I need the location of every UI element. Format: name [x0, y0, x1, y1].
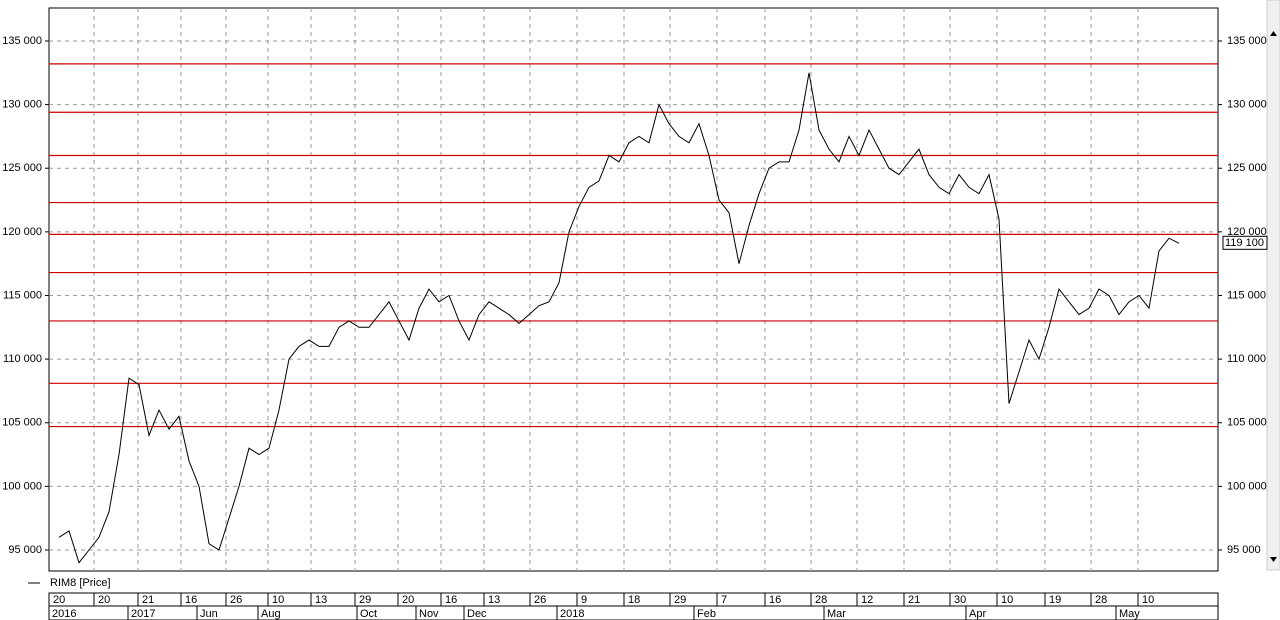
- scroll-up[interactable]: [1270, 31, 1277, 36]
- x-tick-label: 10: [1142, 594, 1154, 606]
- x-tick-label: 13: [488, 594, 500, 606]
- x-tick-label: 10: [272, 594, 284, 606]
- x-tick-label: 16: [185, 594, 197, 606]
- y-tick-label: 135 000: [2, 35, 42, 47]
- x-tick-label: 28: [815, 594, 827, 606]
- x-tick-label: 20: [402, 594, 414, 606]
- month-tick-label: Aug: [261, 608, 281, 620]
- y2-tick-label: 110 000: [1227, 353, 1266, 365]
- y-tick-label: 95 000: [8, 544, 42, 556]
- y2-tick-label: 95 000: [1227, 544, 1261, 556]
- month-tick-label: Dec: [467, 608, 487, 620]
- month-tick-label: Apr: [969, 608, 986, 620]
- month-tick-label: 2018: [560, 608, 584, 620]
- y-tick-label: 130 000: [2, 98, 42, 110]
- scrollbar[interactable]: [1266, 0, 1280, 571]
- y2-tick-label: 135 000: [1227, 35, 1267, 47]
- x-tick-label: 29: [359, 594, 371, 606]
- x-tick-label: 12: [861, 594, 873, 606]
- y2-tick-label: 100 000: [1227, 480, 1267, 492]
- month-tick-label: Mar: [827, 608, 846, 620]
- y2-tick-label: 120 000: [1227, 226, 1267, 238]
- x-tick-label: 19: [1049, 594, 1061, 606]
- x-tick-label: 28: [1095, 594, 1107, 606]
- x-tick-label: 16: [445, 594, 457, 606]
- last-price-label: 119 100: [1225, 237, 1264, 249]
- month-tick-label: May: [1119, 608, 1140, 620]
- x-tick-label: 7: [721, 594, 727, 606]
- price-line: [58, 72, 1180, 564]
- x-tick-label: 21: [142, 594, 154, 606]
- y-tick-label: 105 000: [2, 417, 42, 429]
- x-tick-label: 20: [53, 594, 65, 606]
- x-tick-label: 13: [315, 594, 327, 606]
- y-tick-label: 100 000: [2, 480, 42, 492]
- y2-tick-label: 115 000: [1227, 289, 1266, 301]
- x-tick-label: 9: [581, 594, 587, 606]
- month-tick-label: Jun: [200, 608, 218, 620]
- x-tick-label: 21: [908, 594, 920, 606]
- last-price-box: [1222, 235, 1268, 250]
- y-tick-label: 120 000: [2, 226, 42, 238]
- x-tick-label: 29: [674, 594, 686, 606]
- y2-tick-label: 130 000: [1227, 98, 1267, 110]
- plot-frame: [48, 7, 1219, 572]
- x-tick-label: 16: [769, 594, 781, 606]
- y-tick-label: 125 000: [2, 162, 42, 174]
- x-tick-label: 20: [98, 594, 110, 606]
- y-tick-label: 110 000: [3, 353, 42, 365]
- x-tick-label: 26: [230, 594, 242, 606]
- y-tick-label: 115 000: [3, 289, 42, 301]
- month-tick-label: Nov: [419, 608, 439, 620]
- x-tick-label: 30: [954, 594, 966, 606]
- y2-tick-label: 105 000: [1227, 417, 1267, 429]
- scroll-down[interactable]: [1270, 557, 1277, 562]
- x-tick-label: 26: [534, 594, 546, 606]
- month-tick-label: 2017: [131, 608, 155, 620]
- legend-label: RIM8 [Price]: [50, 577, 111, 589]
- y2-tick-label: 125 000: [1227, 162, 1267, 174]
- x-tick-label: 18: [628, 594, 640, 606]
- month-tick-label: Oct: [360, 608, 377, 620]
- month-tick-label: 2016: [52, 608, 76, 620]
- x-tick-label: 10: [1001, 594, 1013, 606]
- month-tick-label: Feb: [697, 608, 716, 620]
